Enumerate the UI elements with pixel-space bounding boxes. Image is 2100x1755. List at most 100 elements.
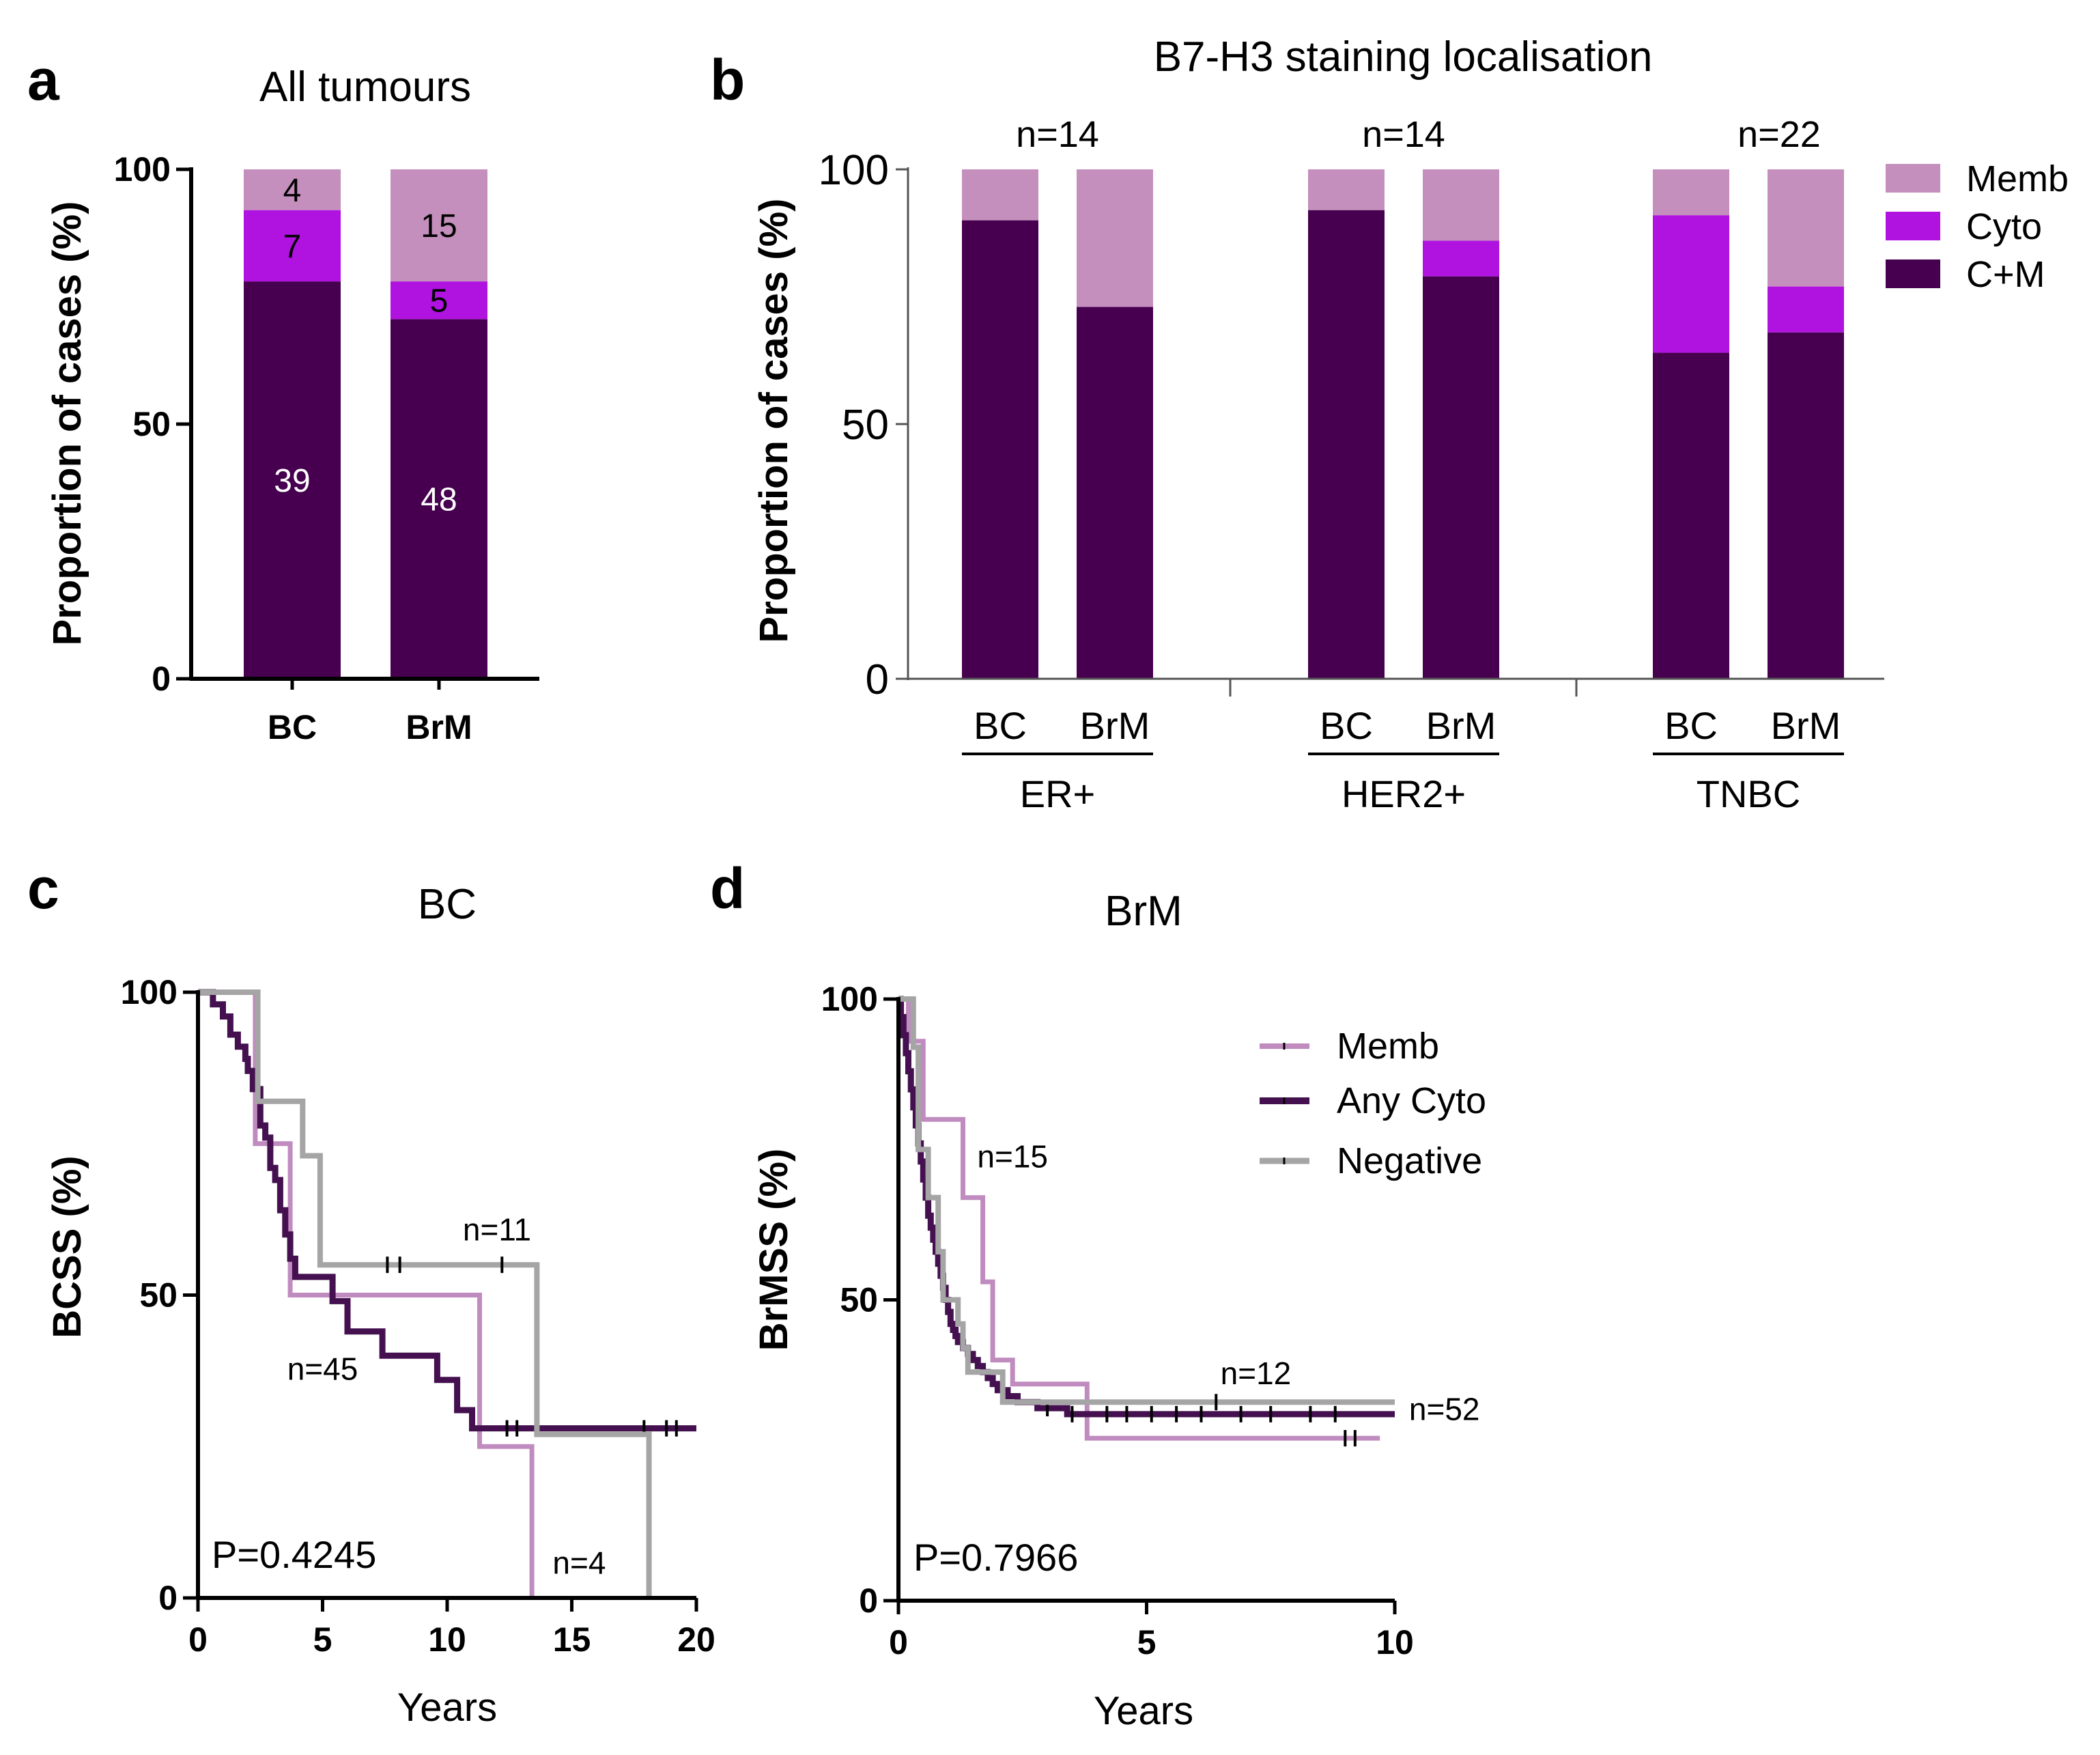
x-tick-label: BrM bbox=[1771, 704, 1841, 747]
panel-letter-b: b bbox=[710, 48, 745, 112]
y-tick-label: 50 bbox=[840, 1281, 878, 1319]
x-tick-label: 5 bbox=[313, 1620, 332, 1659]
y-tick-label: 50 bbox=[139, 1276, 178, 1315]
bar-count-label: 5 bbox=[430, 283, 449, 320]
bar-tnbc-BC-cyto bbox=[1653, 215, 1729, 353]
bar-her2pos-BrM-memb bbox=[1423, 169, 1499, 241]
legend-swatch-cpm bbox=[1886, 259, 1940, 288]
y-tick-label: 0 bbox=[866, 656, 889, 703]
bar-erpos-BC-cpm bbox=[962, 220, 1038, 679]
panel-b-ylabel: Proportion of cases (%) bbox=[752, 199, 796, 643]
x-tick-label: BC bbox=[1664, 704, 1718, 747]
legend-label-memb: Memb bbox=[1966, 158, 2069, 199]
bar-tnbc-BrM-memb bbox=[1768, 169, 1844, 287]
x-tick-label: 0 bbox=[889, 1623, 908, 1661]
panel-b-chart: BC BrM ER+ n=14 BC BrM HER2+ n=14 BC BrM TNBC n=22 0… bbox=[819, 114, 2069, 815]
legend-label-cyto: Cyto bbox=[1966, 206, 2042, 247]
bar-BrM-memb bbox=[391, 169, 487, 282]
panel-a-chart: 39 7 4 BC 48 5 15 BrM 0 50 100 bbox=[114, 150, 539, 746]
bar-BC-cpm bbox=[244, 281, 341, 679]
bar-her2pos-BrM-cyto bbox=[1423, 240, 1499, 277]
bar-her2pos-BC-memb bbox=[1308, 169, 1385, 210]
km-curve-negative bbox=[198, 989, 652, 1598]
panel-d-title: BrM bbox=[1105, 888, 1182, 935]
x-tick-label: 5 bbox=[1137, 1623, 1157, 1661]
x-tick-label: BrM bbox=[406, 708, 472, 746]
x-tick-label: BC bbox=[1320, 704, 1373, 747]
panel-c-chart: 0 50 100 0 5 10 15 20 n=4 n=45 n=11 bbox=[121, 973, 715, 1659]
panel-c-pvalue: P=0.4245 bbox=[212, 1533, 376, 1576]
panel-letter-d: d bbox=[710, 856, 745, 921]
x-tick-label: 15 bbox=[553, 1620, 591, 1659]
panel-c-ylabel: BCSS (%) bbox=[45, 1155, 89, 1338]
panel-c-xlabel: Years bbox=[397, 1685, 497, 1730]
bar-tnbc-BrM-cpm bbox=[1768, 332, 1844, 679]
y-tick-label: 50 bbox=[842, 402, 889, 449]
panel-a-ylabel: Proportion of cases (%) bbox=[45, 201, 89, 646]
x-tick-label: BC bbox=[268, 708, 317, 746]
panel-letter-a: a bbox=[27, 48, 60, 112]
group-label: ER+ bbox=[1020, 772, 1096, 815]
n-label-memb: n=4 bbox=[552, 1545, 606, 1581]
y-tick-label: 100 bbox=[114, 150, 171, 188]
panel-a-title: All tumours bbox=[259, 64, 471, 111]
bar-BrM-cyto bbox=[391, 281, 487, 320]
legend-label-negative: Negative bbox=[1337, 1140, 1482, 1181]
x-tick-label: 0 bbox=[188, 1620, 208, 1659]
km-curve-memb bbox=[198, 989, 535, 1598]
group-label: TNBC bbox=[1697, 772, 1800, 815]
n-label-any-cyto: n=45 bbox=[287, 1351, 358, 1387]
bar-tnbc-BC-memb bbox=[1653, 169, 1729, 216]
group-n-label: n=14 bbox=[1016, 114, 1099, 155]
bar-tnbc-BC-cpm bbox=[1653, 352, 1729, 679]
panel-d-xlabel: Years bbox=[1094, 1689, 1193, 1733]
legend-swatch-cyto bbox=[1886, 212, 1940, 240]
bar-erpos-BrM-memb bbox=[1077, 169, 1153, 307]
x-tick-label: 20 bbox=[677, 1620, 715, 1659]
km-curve-any-cyto bbox=[898, 996, 1395, 1418]
bar-BC-memb bbox=[244, 169, 341, 210]
panel-d-pvalue: P=0.7966 bbox=[913, 1536, 1078, 1579]
y-tick-label: 100 bbox=[821, 980, 878, 1018]
y-tick-label: 0 bbox=[152, 660, 171, 698]
bar-her2pos-BC-cpm bbox=[1308, 210, 1385, 679]
km-curve-any-cyto bbox=[198, 989, 696, 1432]
x-tick-label: 10 bbox=[1376, 1623, 1414, 1661]
bar-count-label: 48 bbox=[421, 482, 457, 518]
y-tick-label: 100 bbox=[819, 147, 889, 194]
km-curve-negative bbox=[898, 996, 1395, 1405]
x-tick-label: BrM bbox=[1080, 704, 1150, 747]
panel-d-ylabel: BrMSS (%) bbox=[752, 1149, 796, 1351]
y-tick-label: 50 bbox=[132, 405, 171, 443]
y-tick-label: 100 bbox=[121, 973, 178, 1011]
bar-tnbc-BrM-cyto bbox=[1768, 286, 1844, 333]
bar-count-label: 4 bbox=[283, 173, 302, 209]
bar-BC-cyto bbox=[244, 210, 341, 282]
group-n-label: n=22 bbox=[1737, 114, 1821, 155]
bar-erpos-BrM-cpm bbox=[1077, 307, 1153, 679]
legend-swatch-memb bbox=[1886, 164, 1940, 193]
panel-d-chart: 0 50 100 0 5 10 n=15 n=52 n=12 Memb Any Cyto Negati… bbox=[821, 980, 1487, 1661]
panel-letter-c: c bbox=[27, 856, 59, 921]
n-label-any-cyto: n=52 bbox=[1409, 1392, 1480, 1427]
n-label-negative: n=12 bbox=[1221, 1356, 1292, 1391]
x-tick-label: BrM bbox=[1426, 704, 1496, 747]
bar-erpos-BC-memb bbox=[962, 169, 1038, 221]
group-n-label: n=14 bbox=[1362, 114, 1445, 155]
x-tick-label: 10 bbox=[428, 1620, 466, 1659]
bar-her2pos-BrM-cpm bbox=[1423, 276, 1499, 679]
y-tick-label: 0 bbox=[158, 1579, 178, 1617]
bar-count-label: 7 bbox=[283, 229, 302, 265]
x-tick-label: BC bbox=[974, 704, 1027, 747]
bar-count-label: 39 bbox=[274, 463, 310, 499]
legend-label-cpm: C+M bbox=[1966, 254, 2045, 295]
bar-BrM-cpm bbox=[391, 319, 487, 679]
legend-label-any-cyto: Any Cyto bbox=[1337, 1080, 1486, 1121]
n-label-negative: n=11 bbox=[463, 1212, 531, 1248]
n-label-memb: n=15 bbox=[977, 1139, 1048, 1175]
group-label: HER2+ bbox=[1342, 772, 1466, 815]
bar-count-label: 15 bbox=[421, 208, 457, 244]
panel-b-title: B7-H3 staining localisation bbox=[1154, 33, 1653, 81]
legend-label-memb: Memb bbox=[1337, 1026, 1439, 1067]
